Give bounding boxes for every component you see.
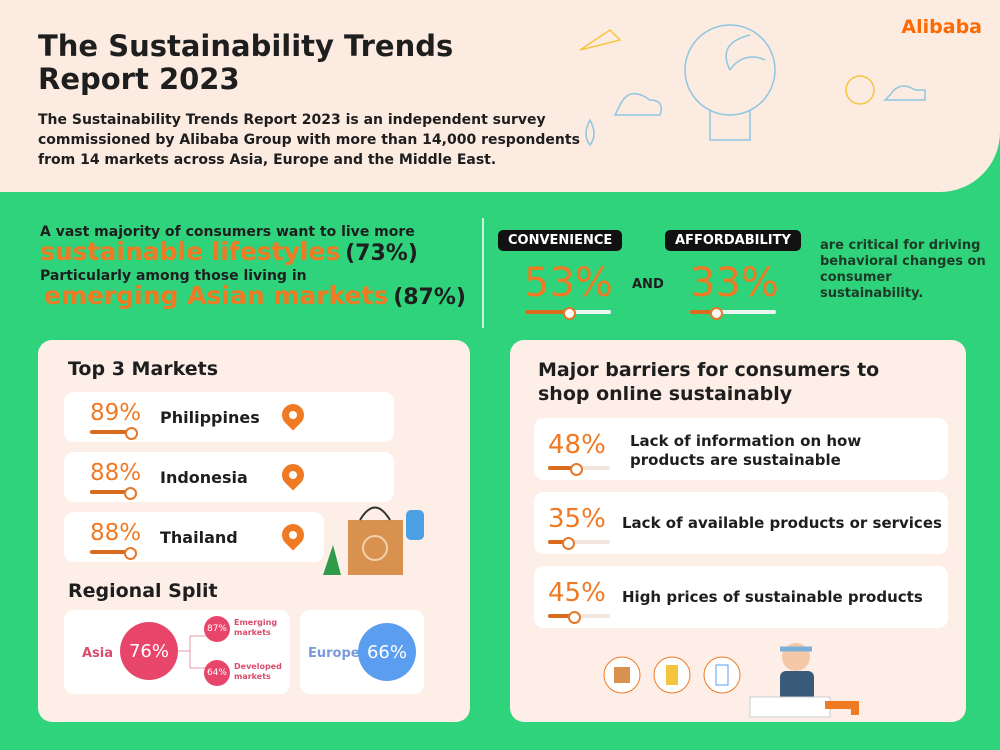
lead-value-2: (87%) — [393, 285, 466, 310]
affordability-value: 33% — [690, 260, 779, 306]
divider — [482, 218, 484, 328]
emerging-label: Emerging markets — [234, 618, 278, 637]
convenience-tag: CONVENIENCE — [498, 230, 623, 251]
barrier-text: High prices of sustainable products — [622, 588, 923, 606]
market-name: Indonesia — [160, 468, 248, 487]
barrier-row: 35% Lack of available products or servic… — [534, 492, 948, 554]
lead-line-2: Particularly among those living in — [40, 268, 307, 284]
affordability-tag: AFFORDABILITY — [665, 230, 801, 251]
drivers-text: are critical for driving behavioral chan… — [820, 238, 986, 301]
progress-fill — [548, 611, 581, 624]
affordability-bar — [690, 307, 776, 320]
and-text: AND — [632, 277, 664, 292]
market-name: Philippines — [160, 408, 260, 427]
progress-fill — [548, 537, 575, 550]
shopping-bag-illustration — [323, 506, 424, 575]
progress-fill — [90, 427, 138, 440]
emerging-value: 87% — [204, 616, 230, 642]
market-value: 89% — [90, 400, 142, 426]
europe-value: 66% — [358, 623, 416, 681]
market-row: 89% Philippines — [64, 392, 394, 442]
progress-fill — [90, 547, 138, 560]
market-row: 88% Thailand — [64, 512, 324, 562]
developed-value: 64% — [204, 660, 230, 686]
progress-fill — [548, 463, 583, 476]
lead-value-1: (73%) — [345, 241, 418, 266]
lead-highlight-1: sustainable lifestyles — [40, 237, 341, 266]
barrier-value: 35% — [548, 504, 606, 534]
progress-fill — [690, 307, 724, 320]
market-row: 88% Indonesia — [64, 452, 394, 502]
shopper-illustration — [603, 643, 859, 718]
convenience-value: 53% — [524, 260, 613, 306]
market-name: Thailand — [160, 528, 238, 547]
location-pin-icon — [277, 399, 309, 431]
barrier-row: 45% High prices of sustainable products — [534, 566, 948, 628]
barriers-title: Major barriers for consumers to shop onl… — [538, 359, 880, 405]
asia-card: Asia 76% 87% Emerging markets 64% Develo… — [64, 610, 290, 694]
barriers-panel: Major barriers for consumers to shop onl… — [510, 340, 966, 722]
connector-lines — [178, 635, 206, 669]
barrier-value: 48% — [548, 430, 606, 460]
convenience-bar — [525, 307, 611, 320]
barrier-text: Lack of information on how products are … — [630, 432, 862, 469]
asia-label: Asia — [82, 646, 114, 661]
regional-title: Regional Split — [68, 580, 218, 602]
market-value: 88% — [90, 520, 142, 546]
lead-highlight-2: emerging Asian markets — [44, 281, 389, 310]
location-pin-icon — [277, 519, 309, 551]
barrier-row: 48% Lack of information on how products … — [534, 418, 948, 480]
markets-title: Top 3 Markets — [68, 358, 219, 380]
barrier-value: 45% — [548, 578, 606, 608]
barrier-text: Lack of available products or services — [622, 514, 942, 532]
asia-value: 76% — [120, 622, 178, 680]
lightbulb-illustration — [579, 24, 926, 147]
progress-fill — [90, 487, 138, 500]
progress-fill — [525, 307, 576, 320]
developed-label: Developed markets — [234, 662, 282, 681]
markets-panel: Top 3 Markets 89% Philippines 88% Indone… — [38, 340, 470, 722]
page-title: The Sustainability Trends Report 2023 — [38, 29, 454, 96]
lead-statement: A vast majority of consumers want to liv… — [40, 222, 466, 310]
market-value: 88% — [90, 460, 142, 486]
location-pin-icon — [277, 459, 309, 491]
header-section — [0, 0, 1000, 192]
europe-card: Europe 66% — [300, 610, 424, 694]
intro-text: The Sustainability Trends Report 2023 is… — [38, 112, 580, 168]
lead-line-1: A vast majority of consumers want to liv… — [40, 224, 415, 240]
alibaba-logo: Alibaba — [901, 16, 982, 38]
europe-label: Europe — [308, 646, 360, 661]
